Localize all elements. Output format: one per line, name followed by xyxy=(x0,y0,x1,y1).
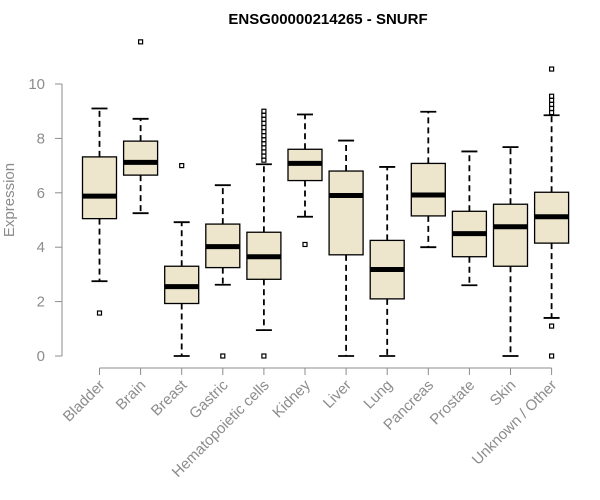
iqr-box xyxy=(492,203,529,267)
iqr-box xyxy=(122,140,159,176)
chart-title: ENSG00000214265 - SNURF xyxy=(228,11,427,28)
outlier-point xyxy=(548,101,555,108)
outlier-point xyxy=(179,163,185,169)
y-tick-label: 8 xyxy=(37,130,45,147)
outlier-point xyxy=(548,323,555,329)
outlier-point xyxy=(548,97,555,103)
outlier-point xyxy=(220,353,226,359)
outlier-point xyxy=(261,124,267,131)
outlier-point xyxy=(261,120,267,127)
outlier-point xyxy=(302,241,308,248)
outlier-point xyxy=(548,66,555,72)
box-prostate xyxy=(451,150,488,287)
box-pancreas xyxy=(410,110,446,249)
outlier-point xyxy=(138,39,144,45)
x-tick-label: Lung xyxy=(360,377,396,413)
y-tick-label: 0 xyxy=(37,348,45,365)
box-kidney xyxy=(287,113,323,248)
box-brain xyxy=(122,39,159,215)
outlier-point xyxy=(96,310,103,316)
box-breast xyxy=(164,163,200,357)
outlier-point xyxy=(261,116,267,122)
y-axis: 0 2 4 6 8 10 xyxy=(28,76,63,365)
box-skin xyxy=(492,146,529,357)
outlier-point xyxy=(261,157,267,163)
outlier-point xyxy=(548,105,555,112)
iqr-box xyxy=(328,170,364,256)
y-tick-label: 10 xyxy=(28,76,45,93)
box-bladder xyxy=(81,107,118,316)
iqr-box xyxy=(81,156,118,220)
outlier-point xyxy=(261,112,267,118)
x-tick-label: Brain xyxy=(113,377,150,414)
x-tick-label: Kidney xyxy=(269,376,314,421)
outlier-point xyxy=(261,129,267,135)
outlier-point xyxy=(548,109,555,116)
y-tick-label: 4 xyxy=(37,239,45,256)
outlier-point xyxy=(261,145,267,151)
y-axis-label: Expression xyxy=(1,163,18,237)
x-tick-label: Prostate xyxy=(427,377,479,429)
x-tick-label: Skin xyxy=(487,377,520,410)
outlier-point xyxy=(261,108,267,114)
box-lung xyxy=(369,166,405,357)
outlier-point xyxy=(261,133,267,139)
outlier-point xyxy=(261,353,267,359)
outlier-point xyxy=(261,141,267,147)
outlier-point xyxy=(548,93,555,99)
y-tick-label: 6 xyxy=(37,185,45,202)
box-unknown-other xyxy=(533,66,570,359)
x-tick-label: Bladder xyxy=(60,377,109,426)
iqr-box xyxy=(410,162,446,217)
box-gastric xyxy=(205,184,241,359)
outlier-point xyxy=(261,137,267,143)
outlier-point xyxy=(261,153,267,159)
box-hematopoietic-cells xyxy=(246,108,282,359)
y-tick-label: 2 xyxy=(37,294,45,311)
x-tick-label: Liver xyxy=(320,377,355,412)
outlier-point xyxy=(548,353,555,359)
box-liver xyxy=(328,139,364,357)
x-tick-label: Breast xyxy=(148,376,191,419)
boxes-group xyxy=(81,39,570,359)
outlier-point xyxy=(261,149,267,155)
